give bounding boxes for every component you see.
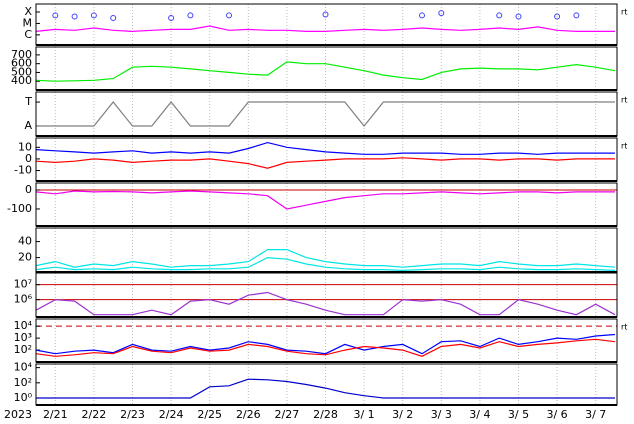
- flare-marker: [573, 12, 580, 19]
- series-line: [35, 333, 616, 355]
- y-tick-label: 0: [25, 183, 32, 196]
- panel-frame: [35, 46, 618, 91]
- x-tick-label: 3/ 4: [469, 408, 490, 421]
- flare-marker: [322, 11, 329, 18]
- flare-marker: [419, 12, 425, 19]
- y-tick-label: 500: [11, 65, 32, 78]
- x-tick-label: 3/ 3: [431, 408, 452, 421]
- right-label: rt: [621, 8, 627, 17]
- y-tick-label: 10⁴: [14, 319, 33, 332]
- y-tick-label: 10²: [14, 343, 32, 356]
- x-tick-label: 2/24: [159, 408, 184, 421]
- y-tick-label: C: [24, 28, 32, 41]
- y-tick-label: 0: [25, 152, 32, 165]
- series-line: [35, 256, 616, 272]
- y-tick-label: 40: [18, 235, 32, 248]
- right-label: rt: [621, 96, 627, 105]
- y-tick-label: T: [24, 95, 32, 108]
- right-label: rt: [621, 142, 627, 151]
- y-tick-label: -10: [14, 164, 32, 177]
- y-tick-label: 10³: [14, 331, 32, 344]
- x-tick-label: 2/25: [197, 408, 222, 421]
- y-tick-label: 600: [11, 57, 32, 70]
- x-tick-label: 2/28: [313, 408, 338, 421]
- flare-marker: [187, 12, 194, 19]
- flare-marker: [110, 14, 117, 21]
- y-tick-label: 10²: [14, 376, 32, 389]
- x-tick-label: 3/ 7: [585, 408, 606, 421]
- panel-frame: [35, 182, 618, 227]
- series-line: [35, 190, 615, 210]
- flare-marker: [90, 12, 97, 19]
- x-tick-label: 3/ 5: [508, 408, 529, 421]
- series-line: [35, 141, 615, 155]
- y-tick-label: 10⁴: [14, 361, 33, 374]
- series-line: [35, 249, 616, 268]
- panel-frame: [35, 318, 618, 363]
- panel-frame: [35, 3, 618, 46]
- flare-marker: [226, 12, 232, 19]
- y-tick-label: 10⁷: [14, 278, 32, 291]
- series-line: [35, 25, 615, 33]
- series-line: [35, 61, 616, 82]
- panel-frame: [35, 363, 618, 406]
- year-label: 2023: [4, 408, 32, 421]
- series-line: [35, 291, 616, 316]
- series-line: [35, 338, 616, 357]
- right-label: rt: [621, 323, 627, 332]
- flare-marker: [496, 12, 503, 19]
- x-tick-label: 2/26: [236, 408, 261, 421]
- x-tick-label: 3/ 1: [353, 408, 374, 421]
- y-tick-label: X: [24, 5, 32, 18]
- flare-marker: [168, 14, 175, 21]
- flare-marker: [515, 13, 522, 20]
- x-tick-label: 2/21: [43, 408, 68, 421]
- y-tick-label: 700: [11, 48, 32, 61]
- flare-marker: [554, 13, 561, 20]
- y-tick-label: 10⁶: [14, 293, 33, 306]
- y-tick-label: 10⁰: [14, 391, 33, 404]
- series-line: [36, 378, 615, 399]
- y-tick-label: 20: [18, 251, 32, 264]
- series-line: [36, 101, 615, 127]
- y-tick-label: -100: [7, 202, 32, 215]
- x-tick-label: 3/ 6: [546, 408, 567, 421]
- x-tick-label: 2/22: [82, 408, 107, 421]
- flare-marker: [52, 12, 59, 19]
- y-tick-label: 400: [11, 74, 32, 87]
- y-tick-label: 10: [18, 140, 32, 153]
- y-tick-label: A: [24, 119, 32, 132]
- series-line: [35, 157, 615, 169]
- x-tick-label: 2/27: [275, 408, 300, 421]
- x-tick-label: 3/ 2: [392, 408, 413, 421]
- y-tick-label: M: [23, 16, 33, 29]
- flare-marker: [438, 10, 445, 17]
- flare-marker: [71, 13, 78, 20]
- x-tick-label: 2/23: [120, 408, 145, 421]
